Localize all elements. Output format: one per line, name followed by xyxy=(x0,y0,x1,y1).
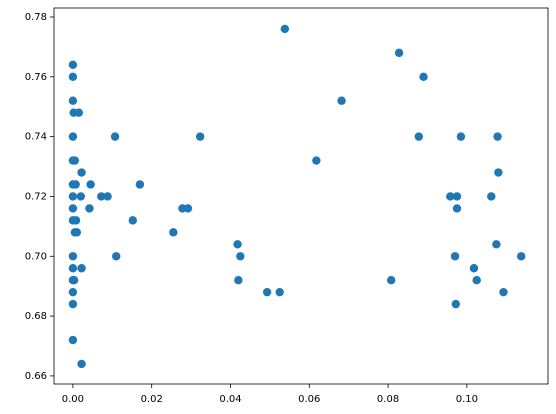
x-tick-label: 0.08 xyxy=(377,394,399,405)
point xyxy=(68,299,78,309)
point xyxy=(72,228,82,237)
point xyxy=(262,287,272,297)
point xyxy=(68,132,78,141)
y-tick-label: 0.76 xyxy=(25,72,47,83)
point xyxy=(77,359,86,369)
point xyxy=(183,204,193,213)
x-tick-label: 0.10 xyxy=(456,394,478,405)
point xyxy=(68,264,78,273)
point xyxy=(337,96,346,105)
point xyxy=(312,156,321,165)
point xyxy=(414,132,423,141)
x-tick-label: 0.06 xyxy=(298,394,320,405)
point xyxy=(234,276,243,285)
point xyxy=(387,276,396,285)
point xyxy=(280,24,290,34)
plot-frame xyxy=(53,7,549,385)
y-tick-label: 0.68 xyxy=(25,311,47,322)
point xyxy=(135,180,145,189)
point xyxy=(450,252,460,261)
point xyxy=(68,96,78,105)
point xyxy=(68,335,78,345)
point xyxy=(77,264,86,273)
point xyxy=(499,287,508,297)
point xyxy=(456,132,466,141)
point xyxy=(70,156,80,165)
point xyxy=(233,240,242,249)
point xyxy=(71,216,81,225)
point xyxy=(68,287,78,297)
y-tick-label: 0.74 xyxy=(25,132,47,143)
x-tick-label: 0.00 xyxy=(62,394,84,405)
x-tick-label: 0.04 xyxy=(219,394,241,405)
point xyxy=(68,192,78,201)
y-tick-label: 0.70 xyxy=(25,251,47,262)
point xyxy=(487,192,496,201)
point xyxy=(492,240,501,249)
point xyxy=(452,204,462,213)
point xyxy=(68,60,78,70)
point xyxy=(452,192,462,201)
point xyxy=(97,192,106,201)
point xyxy=(76,192,85,201)
point xyxy=(68,252,78,261)
point xyxy=(472,276,481,285)
point xyxy=(469,264,479,273)
point xyxy=(195,132,205,141)
point xyxy=(112,252,121,261)
point xyxy=(446,192,455,201)
point xyxy=(394,48,404,58)
x-tick-label: 0.02 xyxy=(141,394,163,405)
point xyxy=(419,72,428,81)
point xyxy=(69,276,79,285)
point xyxy=(85,204,94,213)
point xyxy=(169,228,178,237)
point xyxy=(275,287,284,297)
point xyxy=(77,168,86,177)
y-tick-label: 0.72 xyxy=(25,191,47,202)
point xyxy=(451,299,461,309)
point xyxy=(71,180,80,189)
point xyxy=(494,168,503,177)
point xyxy=(517,252,526,261)
point xyxy=(74,108,84,117)
point xyxy=(493,132,502,141)
point xyxy=(103,192,112,201)
point xyxy=(110,132,120,141)
point xyxy=(68,72,78,81)
point xyxy=(68,204,78,213)
point xyxy=(236,252,245,261)
point xyxy=(86,180,95,189)
y-tick-label: 0.78 xyxy=(25,12,47,23)
y-tick-label: 0.66 xyxy=(25,371,47,382)
point xyxy=(128,216,137,225)
